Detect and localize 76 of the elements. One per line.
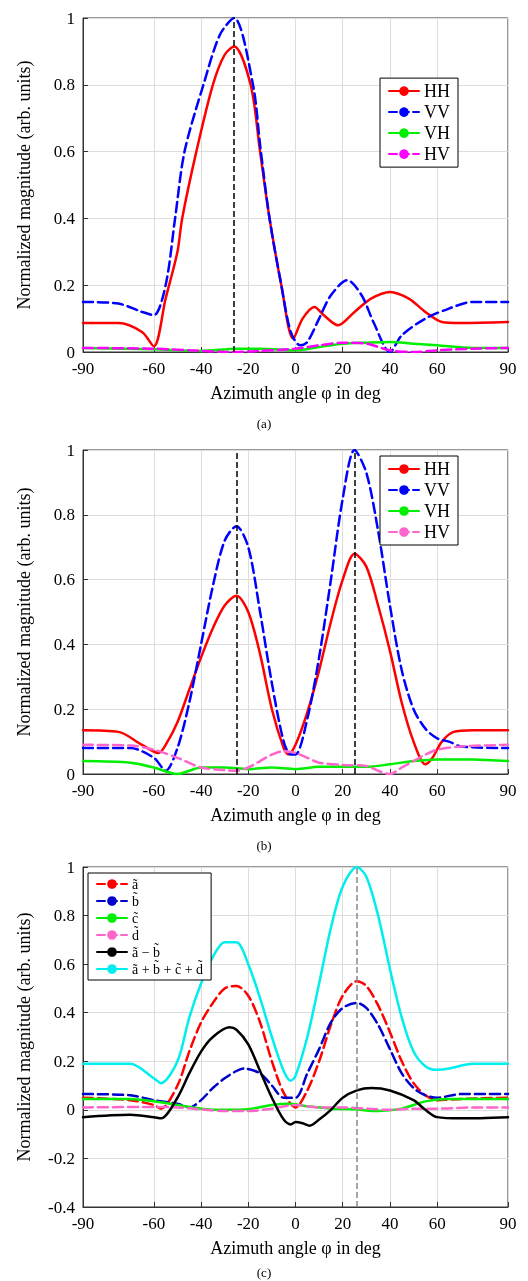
y-tick-label: -0.4: [48, 1197, 76, 1217]
legend-label: ã − b̃: [132, 943, 161, 960]
y-tick-label: 0.2: [53, 1051, 75, 1071]
x-tick-label: 0: [291, 359, 300, 378]
y-tick-label: 0.8: [53, 906, 75, 926]
y-tick-label: 0.6: [53, 954, 75, 974]
y-tick-label: 1: [66, 440, 75, 460]
x-tick-label: 20: [334, 781, 352, 800]
x-tick-label: 90: [499, 781, 517, 800]
x-tick-label: 40: [381, 781, 399, 800]
line-series: [81, 1001, 510, 1109]
y-axis-title: Normalized magnitude (arb. units): [14, 487, 35, 737]
legend-label: VH: [424, 501, 450, 521]
x-tick-label: -20: [236, 781, 260, 800]
x-tick-label: 20: [334, 1214, 352, 1233]
x-tick-label: 60: [428, 781, 446, 800]
x-tick-label: 0: [291, 781, 300, 800]
y-tick-label: 1: [66, 8, 75, 28]
x-tick-label: 90: [499, 1214, 517, 1233]
legend-label: HH: [424, 81, 450, 102]
legend-label: d̃: [132, 926, 139, 943]
y-axis-title: Normalized magnitude (arb. units): [14, 912, 35, 1162]
x-tick-label: 60: [428, 1214, 446, 1233]
y-tick-label: 0: [66, 1100, 75, 1120]
y-tick-label: 1: [66, 857, 75, 877]
x-tick-label: -90: [71, 781, 95, 800]
x-axis-title: Azimuth angle φ in deg: [210, 805, 381, 825]
legend-label: ã: [132, 876, 139, 892]
y-tick-label: 0.8: [53, 75, 75, 95]
legend-label: HH: [424, 459, 450, 479]
y-tick-label: 0.6: [53, 570, 75, 590]
x-tick-label: -60: [142, 781, 166, 800]
y-tick-label: 0: [66, 764, 75, 784]
legend-label: ã + b̃ + c̃ + d̃: [132, 960, 204, 977]
line-series: [81, 552, 510, 766]
legend-label: HV: [424, 522, 450, 542]
line-series: [81, 1026, 510, 1127]
legend-label: c̃: [132, 910, 139, 926]
y-axis-title: Normalized magnitude (arb. units): [14, 60, 35, 310]
y-tick-label: 0: [66, 342, 75, 362]
y-tick-label: 0.4: [53, 634, 76, 654]
line-series: [81, 448, 510, 773]
text: (b): [256, 838, 272, 853]
legend-label: b̃: [132, 892, 139, 909]
y-tick-label: 0.2: [53, 699, 75, 719]
x-tick-label: 40: [381, 359, 399, 378]
y-tick-label: 0.6: [53, 142, 75, 162]
x-axis-title: Azimuth angle φ in deg: [210, 383, 381, 403]
legend-label: VH: [424, 123, 450, 144]
legend-label: VV: [424, 102, 450, 123]
y-tick-label: 0.8: [53, 505, 75, 525]
x-tick-label: -40: [189, 359, 213, 378]
y-tick-label: -0.2: [48, 1148, 75, 1168]
x-tick-label: -20: [236, 1214, 260, 1233]
x-tick-label: 90: [499, 359, 517, 378]
x-tick-label: 0: [291, 1214, 300, 1233]
y-tick-label: 0.4: [53, 208, 76, 228]
x-tick-label: -90: [71, 359, 95, 378]
legend-label: HV: [424, 144, 450, 165]
x-tick-label: -60: [142, 1214, 166, 1233]
x-tick-label: -40: [189, 781, 213, 800]
legend-label: VV: [424, 480, 450, 500]
y-tick-label: 0.2: [53, 275, 75, 295]
x-tick-label: -60: [142, 359, 166, 378]
x-tick-label: -90: [71, 1214, 95, 1233]
text: (a): [256, 416, 272, 431]
text: (c): [256, 1265, 272, 1280]
x-tick-label: -20: [236, 359, 260, 378]
x-tick-label: 60: [428, 359, 446, 378]
line-series: [81, 1103, 510, 1113]
x-tick-label: -40: [189, 1214, 213, 1233]
line-series: [81, 979, 510, 1110]
x-tick-label: 40: [381, 1214, 399, 1233]
x-axis-title: Azimuth angle φ in deg: [210, 1238, 381, 1258]
x-tick-label: 20: [334, 359, 352, 378]
y-tick-label: 0.4: [53, 1003, 76, 1023]
